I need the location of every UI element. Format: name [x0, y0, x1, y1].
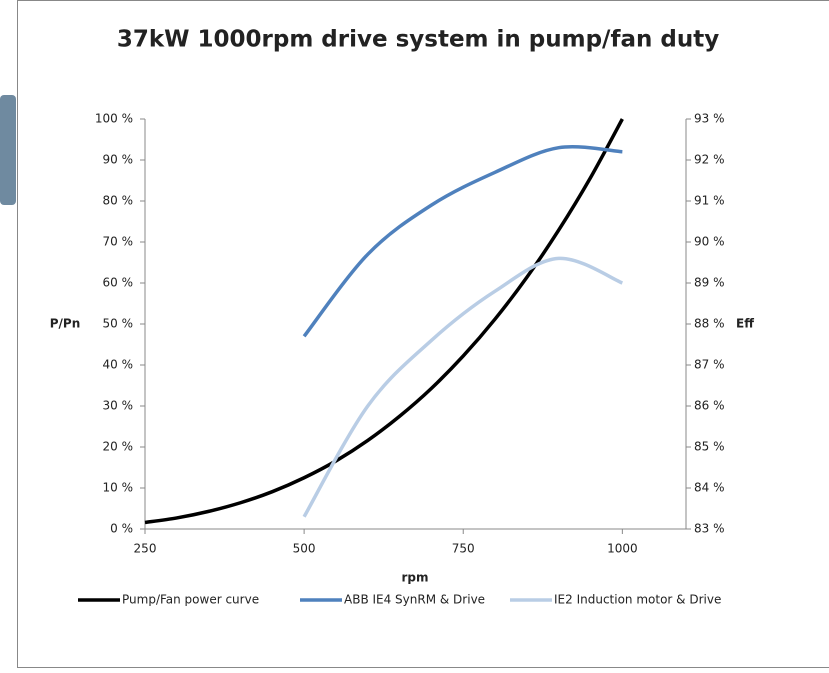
y-tick-label: 100 %: [95, 112, 133, 126]
y-tick-label: 30 %: [103, 399, 134, 413]
legend-label: IE2 Induction motor & Drive: [554, 593, 721, 607]
y2-tick-label: 85 %: [694, 440, 725, 454]
y-tick-label: 0 %: [110, 522, 133, 536]
y2-axis-title: Eff: [736, 317, 754, 331]
x-tick-label: 500: [293, 542, 316, 556]
y2-tick-label: 90 %: [694, 235, 725, 249]
y2-tick-label: 92 %: [694, 153, 725, 167]
y-tick-label: 20 %: [103, 440, 134, 454]
x-axis-title: rpm: [401, 571, 428, 585]
y2-tick-label: 88 %: [694, 317, 725, 331]
y2-tick-label: 93 %: [694, 112, 725, 126]
y2-tick-label: 87 %: [694, 358, 725, 372]
y-tick-label: 90 %: [103, 153, 134, 167]
legend-label: ABB IE4 SynRM & Drive: [344, 593, 485, 607]
y2-tick-label: 89 %: [694, 276, 725, 290]
x-tick-label: 750: [452, 542, 475, 556]
page: {"chart_data": {"type": "line", "title":…: [0, 0, 829, 669]
y2-tick-label: 83 %: [694, 522, 725, 536]
y-tick-label: 70 %: [103, 235, 134, 249]
y-axis-title: P/Pn: [50, 317, 81, 331]
y-tick-label: 40 %: [103, 358, 134, 372]
y2-tick-label: 91 %: [694, 194, 725, 208]
y-tick-label: 80 %: [103, 194, 134, 208]
chart: 37kW 1000rpm drive system in pump/fan du…: [0, 0, 829, 669]
y-tick-label: 50 %: [103, 317, 134, 331]
x-tick-label: 250: [134, 542, 157, 556]
legend-label: Pump/Fan power curve: [122, 593, 259, 607]
chart-title: 37kW 1000rpm drive system in pump/fan du…: [117, 27, 719, 53]
chart-frame: [18, 1, 829, 668]
x-tick-label: 1000: [607, 542, 638, 556]
y2-tick-label: 84 %: [694, 481, 725, 495]
background-image-fragment: [0, 95, 16, 205]
y-tick-label: 10 %: [103, 481, 134, 495]
y-tick-label: 60 %: [103, 276, 134, 290]
y2-tick-label: 86 %: [694, 399, 725, 413]
